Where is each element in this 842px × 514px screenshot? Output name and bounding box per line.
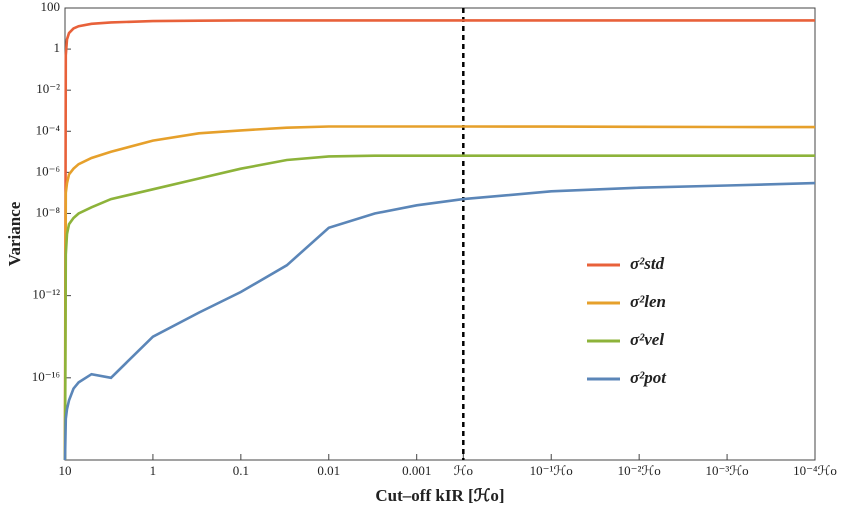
y-tick-label: 1 [54, 40, 61, 55]
series-line [63, 125, 816, 461]
legend-label: σ²std [630, 254, 665, 273]
series-line [63, 154, 815, 461]
y-axis-label: Variance [5, 201, 24, 266]
x-tick-label: 10⁻⁴ℋo [793, 463, 837, 478]
y-tick-label: 10⁻⁶ [36, 163, 60, 178]
x-tick-label: 10⁻²ℋo [618, 463, 661, 478]
x-tick-label: 0.01 [317, 463, 340, 478]
legend-label: σ²len [630, 292, 666, 311]
x-tick-label: 0.1 [233, 463, 249, 478]
legend-label: σ²pot [630, 368, 667, 387]
plot-frame [64, 7, 816, 461]
x-axis-label: Cut–off kIR [ℋo] [375, 486, 504, 505]
y-tick-label: 10⁻⁸ [36, 204, 61, 219]
y-tick-label: 10⁻⁴ [36, 122, 61, 137]
y-tick-label: 10⁻¹² [32, 287, 60, 302]
y-tick-label: 10⁻¹⁶ [32, 369, 60, 384]
x-tick-label: 0.001 [402, 463, 431, 478]
series-line [63, 19, 815, 461]
x-tick-label: 10⁻³ℋo [706, 463, 749, 478]
legend-label: σ²vel [630, 330, 664, 349]
y-tick-label: 10⁻² [36, 81, 60, 96]
x-tick-label: 10 [59, 463, 72, 478]
series-line [63, 181, 816, 461]
y-tick-label: 100 [41, 0, 61, 14]
x-tick-label: 10⁻¹ℋo [530, 463, 573, 478]
x-tick-label: 1 [150, 463, 157, 478]
x-tick-label: ℋo [454, 463, 473, 478]
